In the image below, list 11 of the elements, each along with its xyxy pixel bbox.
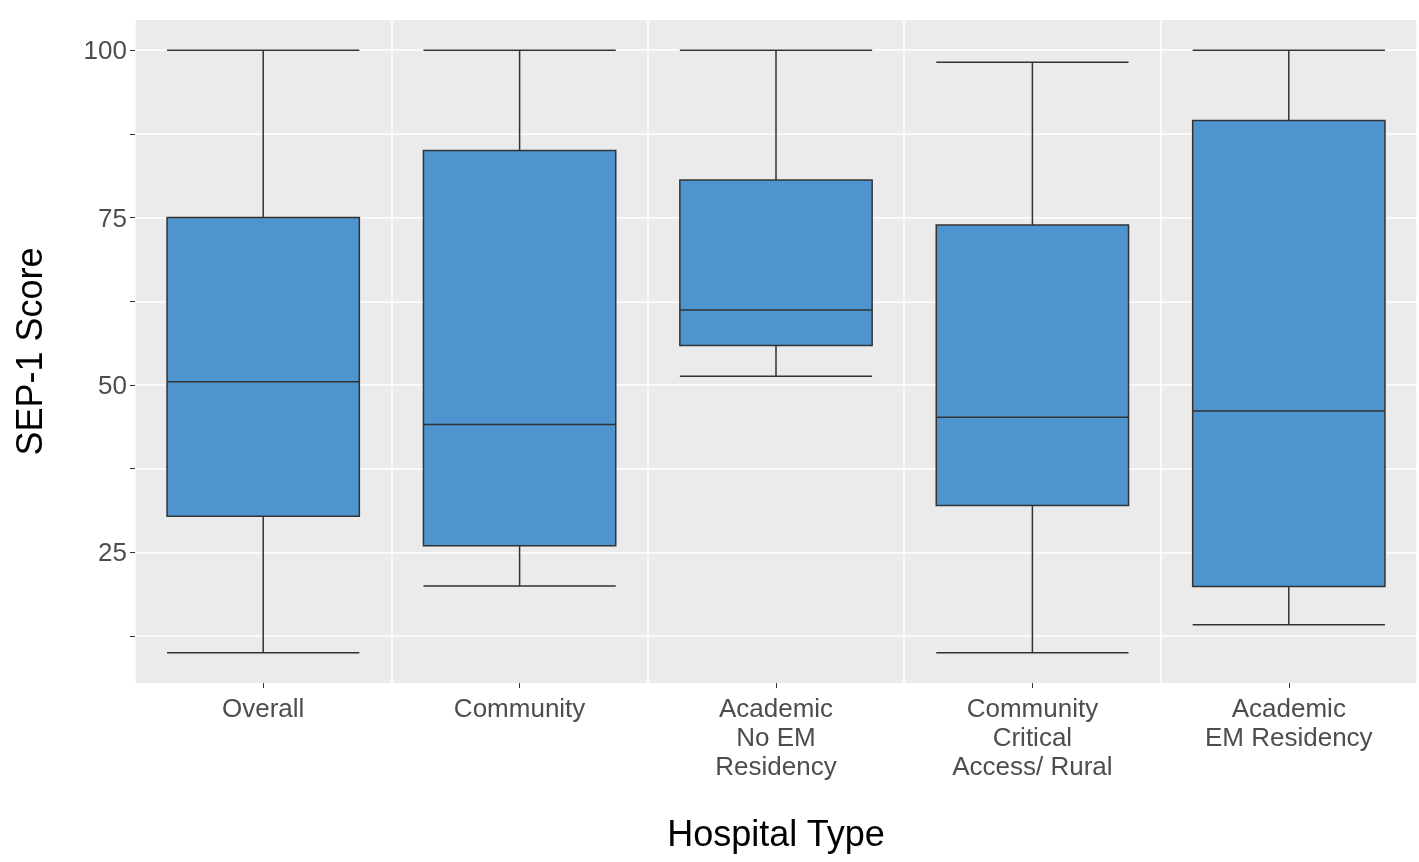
y-tick-label: 50	[98, 369, 127, 400]
y-axis-title: SEP-1 Score	[8, 247, 50, 456]
x-tick-label: Overall	[222, 692, 305, 723]
x-tick-label: Community	[453, 692, 586, 723]
x-tick-label: Academic No EM Residency	[715, 692, 837, 781]
y-tick-label: 100	[83, 35, 127, 66]
y-tick-label: 75	[98, 202, 127, 233]
x-axis-title: Hospital Type	[667, 812, 885, 854]
x-tick-label: Community Critical Access/ Rural	[952, 692, 1113, 781]
y-tick-label: 25	[98, 537, 127, 568]
x-tick-label: Academic EM Residency	[1204, 692, 1373, 752]
